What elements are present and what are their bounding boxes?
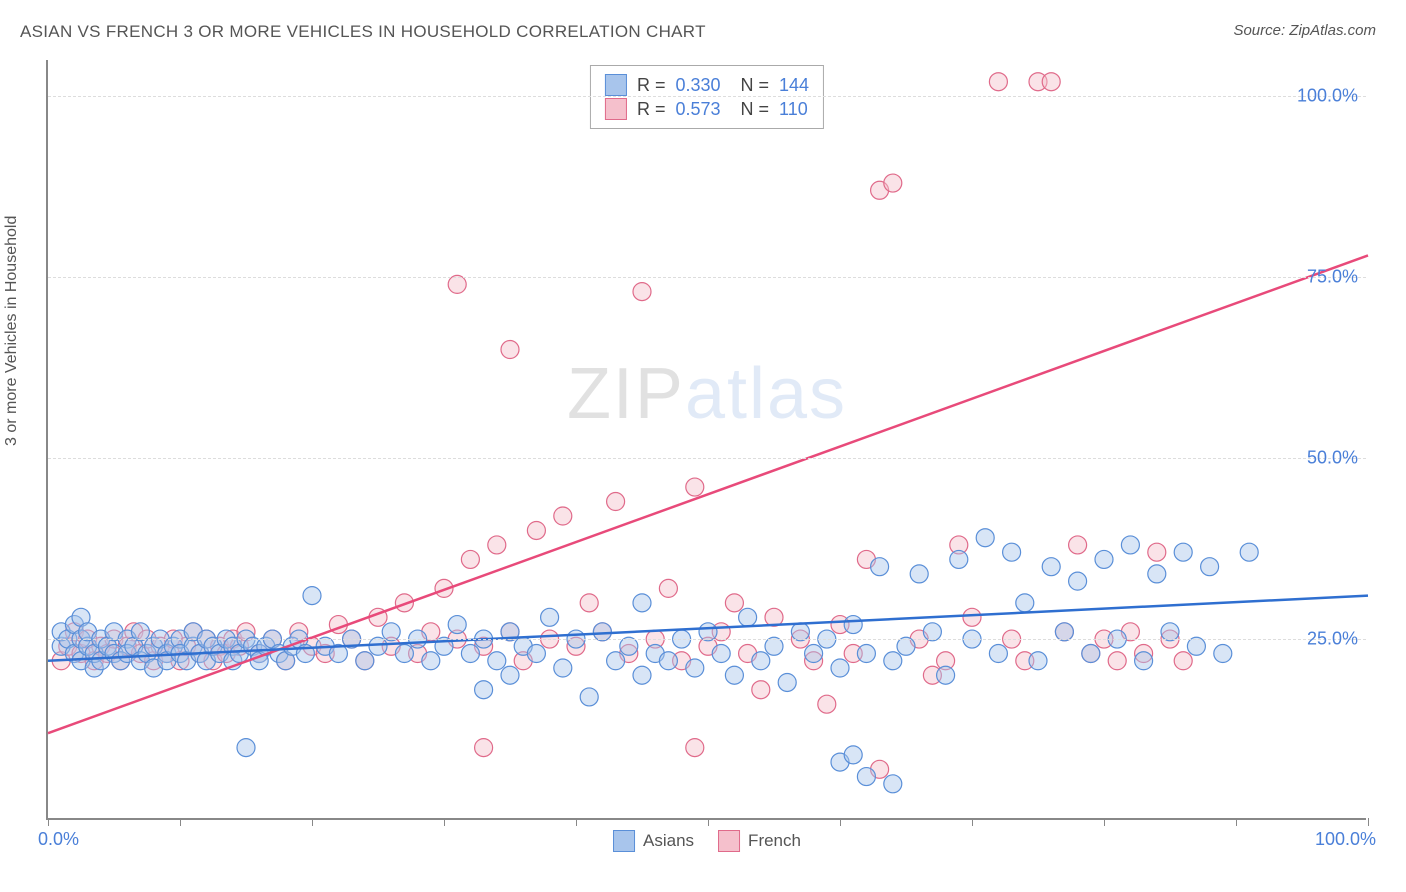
- legend-series: Asians French: [613, 830, 801, 852]
- swatch-asians-icon: [613, 830, 635, 852]
- x-tick: [180, 818, 181, 826]
- x-tick: [576, 818, 577, 826]
- swatch-french-icon: [605, 98, 627, 120]
- gridline: [48, 639, 1366, 640]
- chart-title: ASIAN VS FRENCH 3 OR MORE VEHICLES IN HO…: [20, 22, 706, 42]
- x-tick: [48, 818, 49, 826]
- gridline: [48, 277, 1366, 278]
- scatter-plot: ZIPatlas R = 0.330 N = 144 R = 0.573 N =…: [46, 60, 1366, 820]
- x-axis-min-label: 0.0%: [38, 829, 79, 850]
- y-tick-label: 75.0%: [1307, 267, 1376, 288]
- y-axis-title: 3 or more Vehicles in Household: [3, 216, 21, 446]
- gridline: [48, 458, 1366, 459]
- x-tick: [972, 818, 973, 826]
- swatch-french-icon: [718, 830, 740, 852]
- y-tick-label: 100.0%: [1297, 86, 1376, 107]
- x-tick: [1368, 818, 1369, 826]
- x-tick: [1104, 818, 1105, 826]
- x-axis-max-label: 100.0%: [1315, 829, 1376, 850]
- x-tick: [708, 818, 709, 826]
- source-label: Source: ZipAtlas.com: [1233, 22, 1376, 39]
- legend-asians-label: Asians: [643, 831, 694, 851]
- y-tick-label: 50.0%: [1307, 448, 1376, 469]
- y-tick-label: 25.0%: [1307, 629, 1376, 650]
- x-tick: [840, 818, 841, 826]
- legend-french-label: French: [748, 831, 801, 851]
- x-tick: [1236, 818, 1237, 826]
- plot-svg: [48, 60, 1366, 818]
- gridline: [48, 96, 1366, 97]
- swatch-asians-icon: [605, 74, 627, 96]
- x-tick: [444, 818, 445, 826]
- x-tick: [312, 818, 313, 826]
